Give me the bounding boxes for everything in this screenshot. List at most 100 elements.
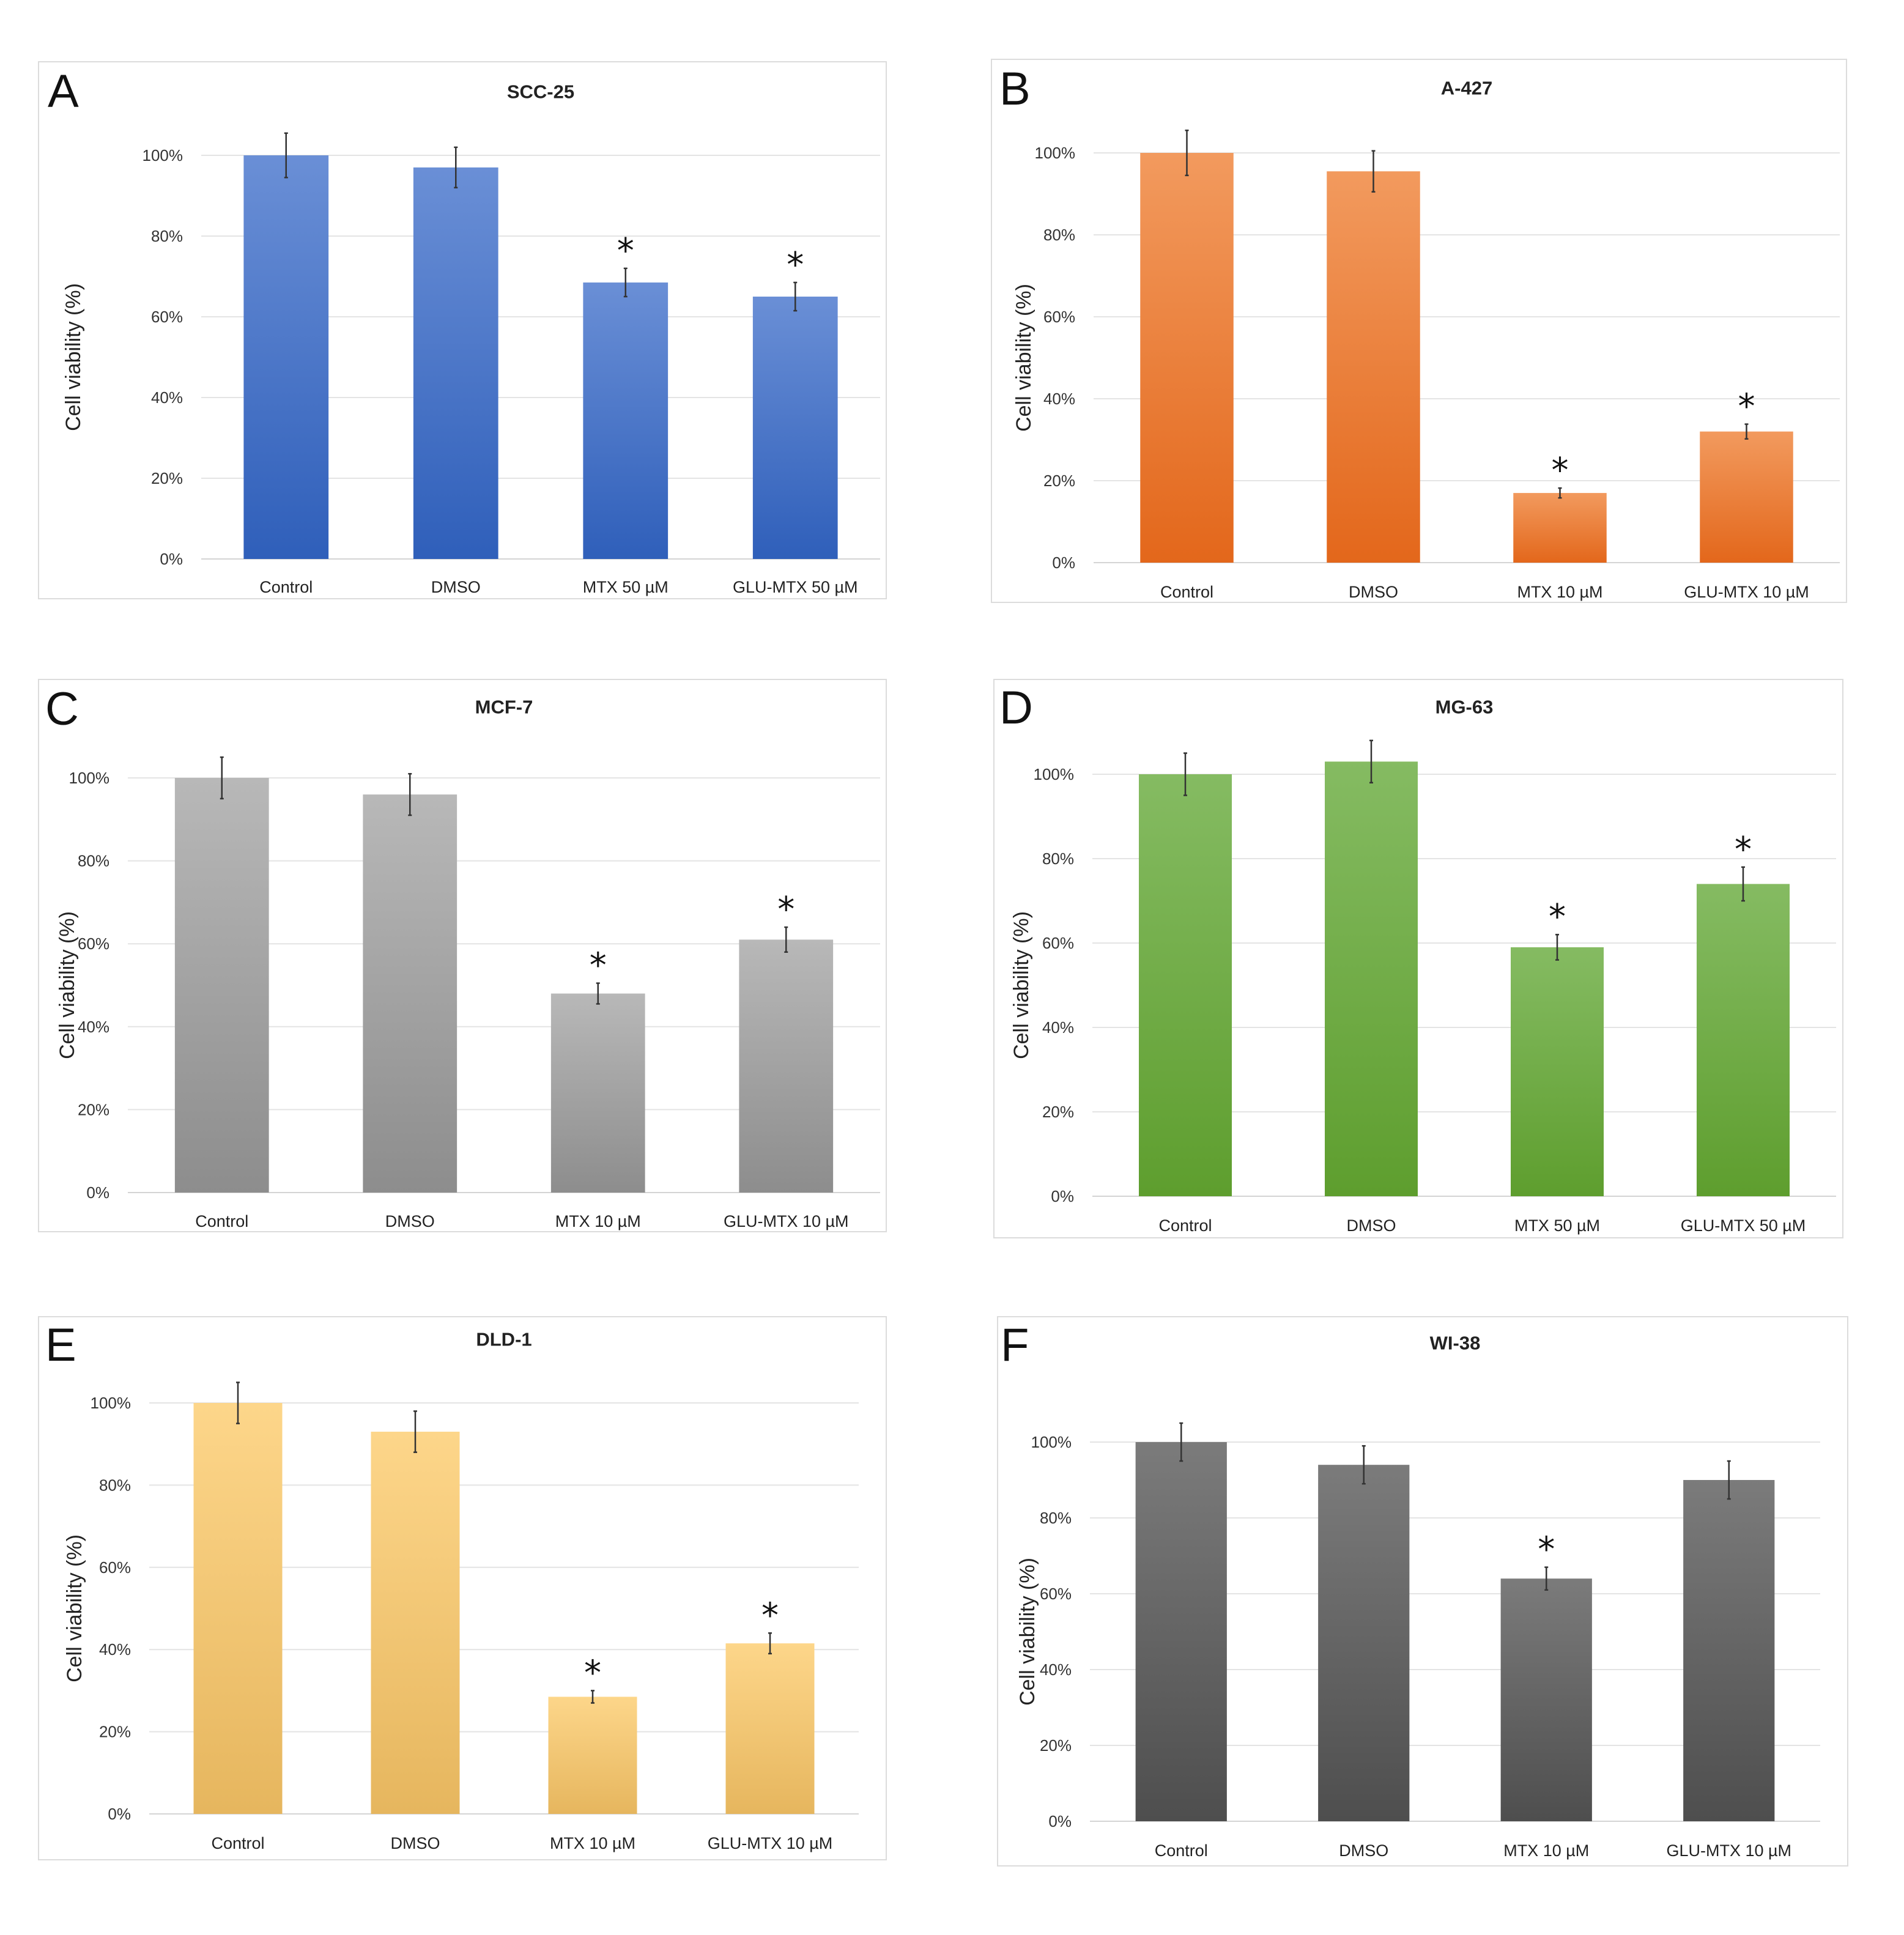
x-tick-label: Control: [195, 1212, 248, 1230]
bar: [1139, 774, 1232, 1196]
y-tick-label: 20%: [99, 1723, 131, 1741]
bar: [1500, 1578, 1592, 1821]
x-tick-label: MTX 10 µM: [1503, 1841, 1589, 1860]
x-tick-label: GLU-MTX 10 µM: [724, 1212, 849, 1230]
x-tick-label: GLU-MTX 10 µM: [1684, 583, 1809, 601]
y-tick-label: 80%: [1040, 1509, 1072, 1527]
bar: [193, 1403, 283, 1814]
bar: [1511, 947, 1604, 1196]
y-tick-label: 60%: [99, 1558, 131, 1577]
significance-asterisk: *: [590, 946, 607, 986]
x-tick-label: DMSO: [1339, 1841, 1388, 1860]
chart-panel-e: E DLD-1 0% 20% 40% 60% 80% 100% Cell viability …: [38, 1316, 887, 1860]
x-tick-label: DMSO: [385, 1212, 435, 1230]
significance-asterisk: *: [1735, 830, 1752, 870]
chart-e: DLD-1 0% 20% 40% 60% 80% 100% Cell viability (%…: [63, 1329, 859, 1852]
x-tick-label: MTX 50 µM: [1514, 1216, 1600, 1235]
significance-asterisk: *: [787, 245, 804, 285]
y-tick-label: 40%: [1043, 390, 1075, 408]
significance-asterisk: *: [1552, 451, 1569, 490]
y-tick-label: 100%: [1035, 144, 1076, 162]
panel-letter: A: [48, 65, 79, 117]
significance-asterisk: *: [761, 1596, 779, 1635]
y-tick-label: 40%: [151, 388, 183, 407]
significance-asterisk: *: [617, 231, 634, 271]
y-tick-label: 60%: [78, 934, 109, 953]
y-tick-label: 40%: [1042, 1018, 1074, 1037]
y-tick-label: 40%: [78, 1018, 109, 1036]
y-axis-label: Cell viability (%): [56, 911, 79, 1059]
y-tick-label: 100%: [69, 769, 110, 787]
y-tick-label: 40%: [99, 1640, 131, 1659]
x-tick-label: GLU-MTX 50 µM: [733, 578, 858, 596]
x-tick-label: DMSO: [391, 1834, 440, 1852]
y-tick-label: 20%: [78, 1100, 109, 1119]
significance-asterisk: *: [584, 1653, 601, 1693]
chart-panel-c: C MCF-7 0% 20% 40% 60% 80% 100% Cell viability …: [38, 679, 887, 1232]
x-tick-label: MTX 10 µM: [555, 1212, 641, 1230]
y-axis-label: Cell viability (%): [1010, 911, 1033, 1059]
chart-panel-f: F WI-38 0% 20% 40% 60% 80% 100% Cell viability …: [997, 1316, 1848, 1867]
x-tick-label: Control: [1158, 1216, 1212, 1235]
bar: [1513, 493, 1607, 563]
bar: [1135, 1442, 1227, 1821]
chart-title: A-427: [1441, 78, 1492, 99]
chart-title: WI-38: [1430, 1333, 1481, 1354]
chart-d: MG-63 0% 20% 40% 60% 80% 100% Cell viability (%…: [1010, 697, 1836, 1235]
y-tick-label: 0%: [86, 1183, 109, 1202]
x-tick-label: Control: [259, 578, 313, 596]
panel-letter: F: [1001, 1319, 1029, 1371]
y-tick-label: 100%: [1034, 765, 1075, 783]
y-tick-label: 100%: [1031, 1433, 1072, 1451]
bar: [583, 282, 669, 559]
x-tick-label: MTX 10 µM: [1517, 583, 1602, 601]
significance-asterisk: *: [1538, 1530, 1555, 1570]
x-tick-label: Control: [211, 1834, 264, 1852]
chart-a: SCC-25 0% 20% 40% 60% 80% 100% Cell viability (…: [62, 81, 880, 596]
chart-title: MG-63: [1435, 697, 1494, 718]
bar: [1683, 1480, 1775, 1821]
bar: [752, 297, 838, 559]
y-tick-label: 80%: [1043, 226, 1075, 244]
x-tick-label: Control: [1155, 1841, 1208, 1860]
chart-title: SCC-25: [507, 81, 574, 103]
y-tick-label: 20%: [1043, 472, 1075, 490]
y-tick-label: 60%: [1043, 308, 1075, 326]
panel-letter: B: [999, 63, 1031, 115]
y-tick-label: 60%: [1040, 1585, 1072, 1603]
y-tick-label: 60%: [1042, 934, 1074, 952]
x-tick-label: DMSO: [1349, 583, 1398, 601]
bar: [243, 155, 329, 559]
y-tick-label: 100%: [91, 1394, 132, 1412]
bar: [1327, 171, 1420, 563]
y-tick-label: 0%: [1052, 553, 1075, 572]
y-tick-label: 0%: [160, 550, 183, 568]
y-tick-label: 20%: [1042, 1103, 1074, 1121]
bar: [363, 794, 457, 1193]
y-axis-label: Cell viability (%): [63, 1534, 86, 1682]
x-tick-label: DMSO: [1347, 1216, 1396, 1235]
y-axis-label: Cell viability (%): [1016, 1558, 1039, 1706]
chart-c: MCF-7 0% 20% 40% 60% 80% 100% Cell viability (%…: [56, 697, 880, 1230]
x-tick-label: GLU-MTX 10 µM: [708, 1834, 833, 1852]
chart-title: MCF-7: [475, 697, 533, 718]
bar: [1700, 431, 1793, 563]
bar: [1318, 1465, 1410, 1821]
x-tick-label: DMSO: [431, 578, 481, 596]
y-tick-label: 100%: [143, 146, 183, 165]
panel-letter: E: [45, 1319, 76, 1371]
bar: [548, 1696, 637, 1814]
x-tick-label: MTX 10 µM: [550, 1834, 635, 1852]
chart-panel-a: A SCC-25 0% 20% 40% 60% 80% 100% Cell viability…: [38, 61, 887, 599]
bar: [371, 1432, 460, 1814]
y-tick-label: 80%: [78, 852, 109, 870]
bar: [174, 778, 269, 1193]
x-tick-label: Control: [1160, 583, 1213, 601]
bar: [1140, 153, 1234, 563]
y-axis-label: Cell viability (%): [62, 283, 85, 431]
chart-f: WI-38 0% 20% 40% 60% 80% 100% Cell viability (%…: [1016, 1333, 1820, 1860]
x-tick-label: GLU-MTX 10 µM: [1666, 1841, 1791, 1860]
chart-panel-b: B A-427 0% 20% 40% 60% 80% 100% Cell viability …: [991, 59, 1847, 603]
y-tick-label: 20%: [151, 469, 183, 487]
y-tick-label: 80%: [151, 227, 183, 245]
